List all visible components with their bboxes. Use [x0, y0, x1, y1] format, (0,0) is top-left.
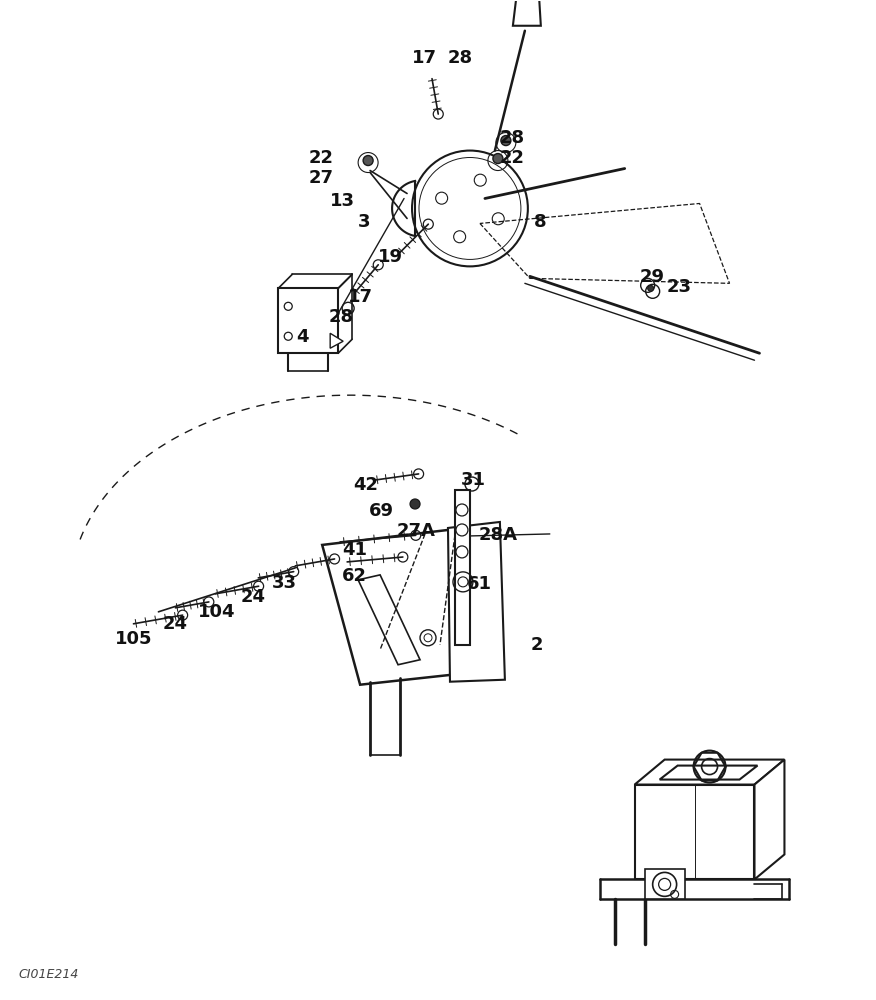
- Text: 17: 17: [412, 49, 437, 67]
- Circle shape: [647, 285, 653, 291]
- Text: 104: 104: [198, 603, 236, 621]
- Polygon shape: [279, 288, 338, 353]
- Polygon shape: [455, 490, 470, 645]
- Text: 105: 105: [115, 630, 152, 648]
- Circle shape: [410, 499, 420, 509]
- Text: 27A: 27A: [397, 522, 436, 540]
- Text: 17: 17: [348, 288, 373, 306]
- Text: 33: 33: [272, 574, 297, 592]
- Polygon shape: [754, 760, 784, 879]
- Text: 23: 23: [667, 278, 692, 296]
- Text: 22: 22: [308, 149, 333, 167]
- Text: 28: 28: [500, 129, 525, 147]
- Text: 2: 2: [531, 636, 543, 654]
- Text: 61: 61: [467, 575, 492, 593]
- Polygon shape: [645, 869, 685, 899]
- Polygon shape: [330, 333, 343, 348]
- Text: 19: 19: [378, 248, 403, 266]
- Text: 69: 69: [369, 502, 394, 520]
- Text: 29: 29: [639, 268, 665, 286]
- Polygon shape: [635, 785, 754, 879]
- Text: 13: 13: [330, 192, 355, 210]
- Text: 28: 28: [448, 49, 473, 67]
- Polygon shape: [448, 522, 505, 682]
- Text: 24: 24: [162, 615, 187, 633]
- Circle shape: [493, 154, 503, 164]
- Polygon shape: [512, 0, 540, 26]
- Text: 8: 8: [533, 213, 547, 231]
- Polygon shape: [635, 760, 784, 785]
- Text: 41: 41: [343, 541, 367, 559]
- Text: 22: 22: [500, 149, 525, 167]
- Text: 27: 27: [308, 169, 333, 187]
- Circle shape: [501, 136, 511, 146]
- Text: 28A: 28A: [479, 526, 518, 544]
- Text: 28: 28: [328, 308, 353, 326]
- Text: 42: 42: [353, 476, 378, 494]
- Text: CI01E214: CI01E214: [18, 968, 79, 981]
- Circle shape: [364, 156, 373, 166]
- Text: 24: 24: [240, 588, 265, 606]
- Text: 62: 62: [343, 567, 367, 585]
- Text: 31: 31: [461, 471, 486, 489]
- Polygon shape: [322, 530, 498, 685]
- Text: 3: 3: [358, 213, 371, 231]
- Text: 4: 4: [296, 328, 308, 346]
- Polygon shape: [358, 575, 420, 665]
- Polygon shape: [660, 766, 758, 780]
